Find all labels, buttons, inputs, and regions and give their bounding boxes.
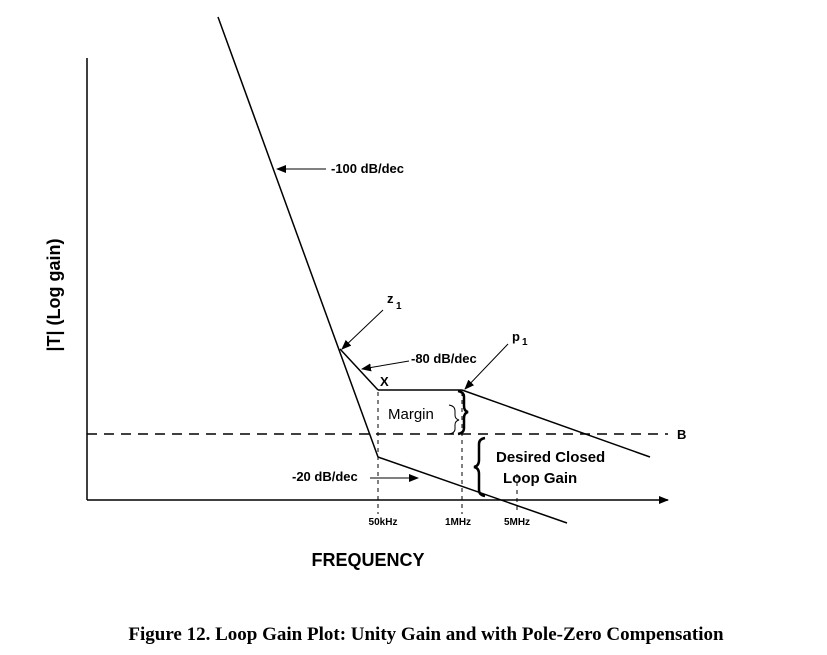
y-axis-label: |T| (Log gain)	[44, 238, 64, 351]
arrow-mid-slope	[361, 360, 410, 372]
margin-brace-small	[448, 404, 460, 435]
arrow-zero	[341, 309, 384, 350]
label-zero: z	[387, 291, 394, 306]
label-zero-subscript: 1	[396, 301, 402, 312]
margin-label: Margin	[388, 406, 434, 423]
curve-main-slope	[217, 16, 379, 458]
tick-50khz: 50kHz	[369, 517, 398, 528]
label-main-slope: -100 dB/dec	[331, 161, 404, 176]
closed-loop-label-line2: Loop Gain	[503, 470, 577, 487]
arrow-pole	[464, 343, 509, 390]
label-pole: p	[512, 329, 520, 344]
x-axis-label: FREQUENCY	[311, 550, 424, 570]
curve-low-slope	[377, 456, 568, 524]
level-b-label: B	[677, 427, 686, 442]
figure-caption: Figure 12. Loop Gain Plot: Unity Gain an…	[128, 624, 724, 645]
label-low-slope: -20 dB/dec	[292, 469, 358, 484]
tick-5mhz: 5MHz	[504, 517, 530, 528]
tick-1mhz: 1MHz	[445, 517, 471, 528]
curve-compensated-slope	[339, 348, 379, 391]
label-pole-subscript: 1	[522, 337, 528, 348]
x-marker: X	[380, 374, 389, 389]
label-mid-slope: -80 dB/dec	[411, 351, 477, 366]
margin-brace-bold	[457, 389, 469, 436]
closed-loop-label-line1: Desired Closed	[496, 449, 605, 466]
closed-loop-brace	[473, 436, 486, 498]
curve-after-pole	[461, 389, 651, 458]
